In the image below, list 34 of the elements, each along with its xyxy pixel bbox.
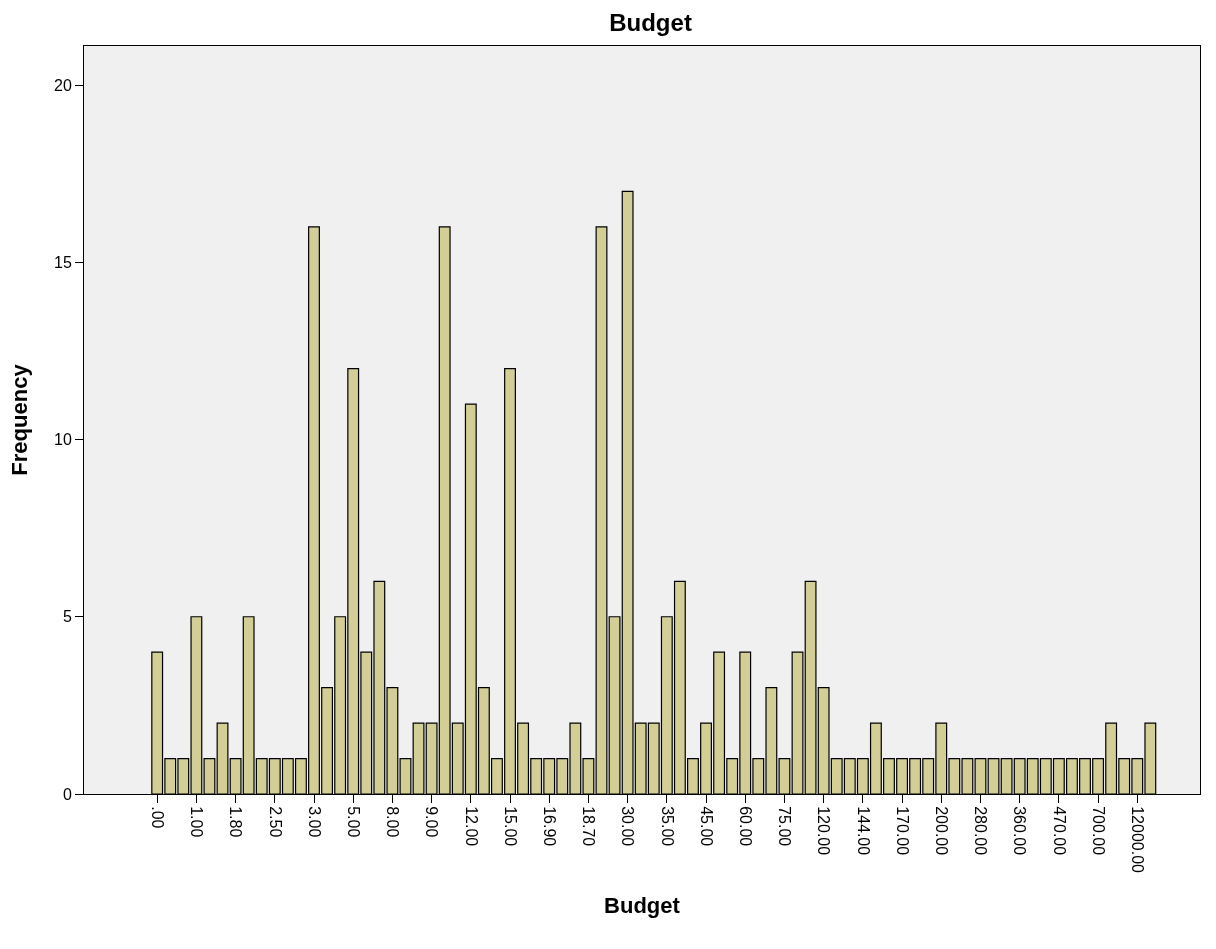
x-tick-label: 3.00 [305, 806, 323, 838]
y-axis-title: Frequency [6, 363, 32, 476]
x-tick-label: 700.00 [1089, 806, 1107, 856]
x-tick-label: 170.00 [893, 806, 911, 856]
x-tick-label: 1.80 [227, 806, 245, 838]
x-tick-label: 360.00 [1011, 806, 1029, 856]
x-axis-title: Budget [604, 892, 681, 918]
y-tick-label: 5 [62, 608, 72, 626]
x-tick-label: 144.00 [854, 806, 872, 856]
y-tick-label: 20 [54, 76, 72, 94]
x-tick-label: 60.00 [737, 806, 755, 847]
x-tick-label: .00 [148, 806, 166, 829]
x-tick-label: 8.00 [384, 806, 402, 838]
x-tick-label: 1.00 [188, 806, 206, 838]
x-tick-label: 470.00 [1050, 806, 1068, 856]
x-tick-label: 45.00 [697, 806, 715, 847]
x-tick-label: 5.00 [345, 806, 362, 838]
x-tick-label: 75.00 [776, 806, 794, 847]
x-tick-label: 16.90 [541, 806, 559, 847]
chart-title: Budget [609, 9, 692, 37]
y-tick-label: 10 [54, 431, 72, 449]
y-tick-label: 0 [62, 785, 72, 803]
x-tick-label: 120.00 [815, 806, 833, 856]
x-tick-label: 30.00 [619, 806, 637, 847]
x-tick-label: 280.00 [972, 806, 990, 856]
x-tick-label: 15.00 [501, 806, 519, 847]
x-tick-label: 9.00 [423, 806, 441, 838]
x-tick-label: 18.70 [580, 806, 598, 847]
x-tick-label: 200.00 [933, 806, 951, 856]
x-tick-label: 35.00 [658, 806, 676, 847]
x-tick-label: 12000.00 [1129, 806, 1147, 874]
y-tick-label: 15 [54, 253, 72, 271]
x-tick-label: 12.00 [462, 806, 480, 847]
x-tick-label: 2.50 [266, 806, 284, 838]
